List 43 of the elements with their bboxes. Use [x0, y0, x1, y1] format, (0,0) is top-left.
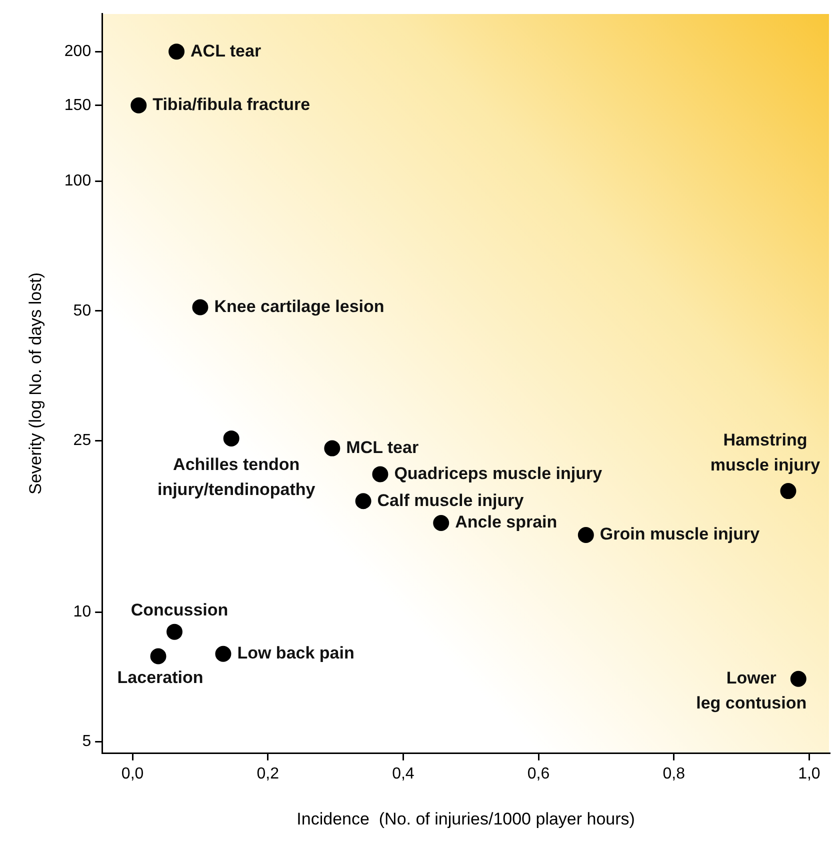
series-label: MCL tear [346, 438, 419, 457]
series-label: Laceration [117, 668, 204, 687]
x-axis-title: Incidence (No. of injuries/1000 player hours) [296, 809, 635, 828]
x-tick-label: 0,8 [662, 765, 686, 782]
x-tick-label: 0,0 [121, 765, 144, 782]
point [355, 493, 372, 510]
y-tick-label: 5 [82, 733, 92, 750]
y-tick-label: 10 [73, 604, 92, 621]
y-tick-label: 200 [64, 42, 92, 60]
series-label: Calf muscle injury [377, 490, 524, 510]
point [433, 515, 450, 532]
series-label: ACL tear [190, 41, 262, 60]
series-label: Ancle sprain [455, 512, 558, 532]
x-tick-label: 0,4 [392, 765, 414, 782]
y-tick-label: 150 [64, 96, 92, 114]
x-tick-label: 0,2 [256, 765, 280, 782]
point [578, 527, 594, 544]
series-label: Achilles tendon injury/tendinopathy [157, 455, 316, 500]
y-tick-label: 100 [64, 172, 92, 190]
point [192, 299, 208, 316]
y-tick-label: 25 [73, 432, 92, 450]
point [168, 44, 185, 60]
point [150, 648, 166, 664]
series-label: Groin muscle injury [600, 524, 760, 544]
y-tick-label: 50 [73, 302, 92, 320]
series-label: Concussion [130, 600, 228, 620]
series-label: Low back pain [237, 644, 354, 663]
y-axis-title: Severity (log No. of days lost) [26, 272, 45, 495]
series-label: Quadriceps muscle injury [394, 464, 603, 483]
series-label: Tibia/fibula fracture [152, 95, 310, 114]
point [130, 97, 147, 114]
point [223, 430, 240, 446]
point [215, 646, 232, 662]
series-label: Lower leg contusion [696, 668, 807, 713]
point [324, 440, 340, 456]
point [372, 466, 388, 482]
point [166, 624, 182, 640]
series-label: Knee cartilage lesion [214, 296, 384, 316]
x-tick-label: 0,6 [527, 765, 550, 782]
series-label: Hamstring muscle injury [710, 430, 821, 475]
point [790, 670, 806, 687]
x-tick-label: 1,0 [798, 765, 820, 782]
point [780, 483, 796, 500]
